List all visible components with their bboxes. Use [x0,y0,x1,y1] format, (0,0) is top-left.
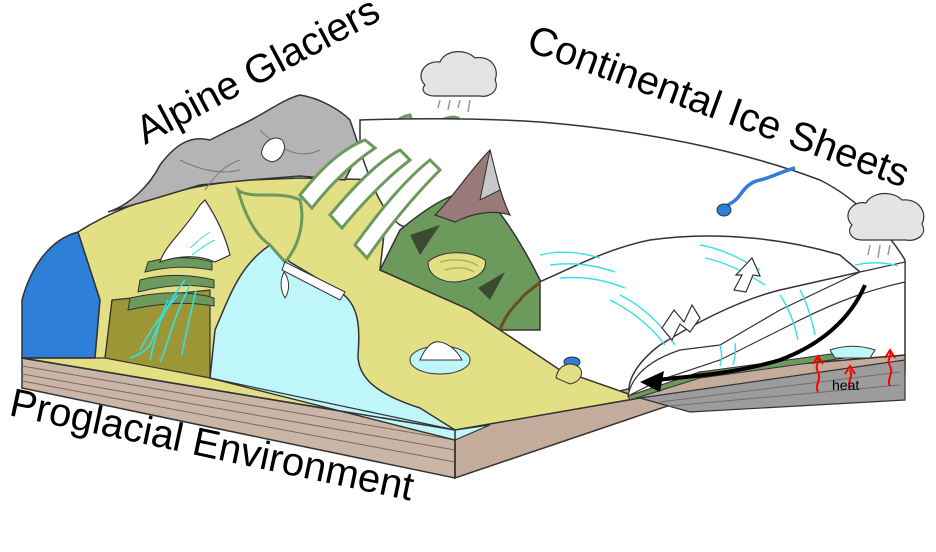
heat-arrow-icon [812,348,896,393]
supraglacial-lake [716,203,732,217]
cloud-icon [420,51,497,113]
alpine-valley-glacier [159,199,231,263]
heat-label: heat [832,377,859,393]
supraglacial-stream [721,166,796,210]
cirque-snow [261,137,285,163]
flow-arrow-icon [640,284,867,392]
bedrock-layer [639,359,906,413]
ice-sheet-front [627,261,906,398]
cloud-icon [847,193,925,259]
central-mountain [378,148,542,331]
alpine-peak-main [107,94,361,213]
subglacial-pool [829,345,876,359]
river [498,280,542,331]
fan-deposit [555,363,583,385]
iceberg [419,341,463,361]
braided-streams [129,279,197,363]
outlet-glaciers [298,138,443,261]
compression-arrow-icon [661,256,761,342]
